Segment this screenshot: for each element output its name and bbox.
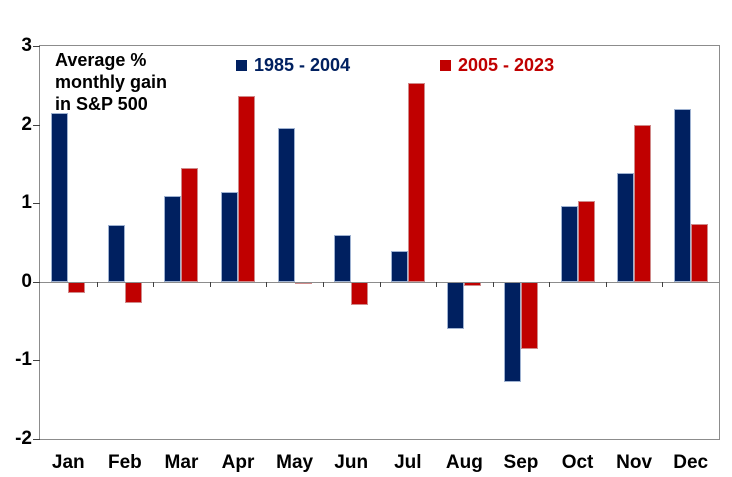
chart-title-line-3: in S&P 500 bbox=[55, 94, 148, 114]
x-axis-label-Dec: Dec bbox=[673, 452, 709, 473]
legend-swatch-2005-2023-icon bbox=[440, 60, 451, 71]
x-tick-mark bbox=[379, 281, 381, 287]
bar-1985-2004-Sep bbox=[503, 281, 521, 383]
legend-label-1985-2004: 1985 - 2004 bbox=[254, 55, 351, 75]
x-axis-label-Sep: Sep bbox=[503, 452, 539, 473]
bar-1985-2004-Mar bbox=[164, 196, 182, 282]
bar-2005-2023-Mar bbox=[181, 167, 199, 282]
y-axis-label--2: -2 bbox=[15, 428, 32, 449]
x-tick-mark bbox=[322, 281, 324, 287]
y-tick-mark bbox=[33, 124, 40, 126]
bar-1985-2004-Feb bbox=[107, 225, 125, 282]
bar-1985-2004-Oct bbox=[560, 206, 578, 282]
bar-1985-2004-Aug bbox=[447, 281, 465, 329]
legend-item-2005-2023: 2005 - 2023 bbox=[440, 55, 554, 76]
bar-2005-2023-Feb bbox=[124, 281, 142, 304]
x-axis-label-Mar: Mar bbox=[164, 452, 199, 473]
x-tick-mark bbox=[266, 281, 268, 287]
y-tick-mark bbox=[33, 46, 40, 47]
x-axis-label-Jun: Jun bbox=[334, 452, 369, 473]
bar-1985-2004-Nov bbox=[617, 173, 635, 282]
x-axis-label-May: May bbox=[276, 452, 314, 473]
x-tick-mark bbox=[153, 281, 155, 287]
x-axis-label-Feb: Feb bbox=[107, 452, 142, 473]
bar-1985-2004-Dec bbox=[673, 108, 691, 282]
x-tick-mark bbox=[662, 281, 664, 287]
bar-2005-2023-Oct bbox=[577, 200, 595, 282]
bar-2005-2023-Apr bbox=[238, 96, 256, 282]
x-tick-mark bbox=[549, 281, 551, 287]
x-tick-mark bbox=[96, 281, 98, 287]
bar-1985-2004-Jun bbox=[334, 234, 352, 282]
x-axis-label-Oct: Oct bbox=[561, 452, 594, 473]
x-tick-mark bbox=[492, 281, 494, 287]
legend-label-2005-2023: 2005 - 2023 bbox=[458, 55, 555, 75]
legend-swatch-1985-2004-icon bbox=[236, 60, 247, 71]
legend-item-1985-2004: 1985 - 2004 bbox=[236, 55, 350, 76]
x-tick-mark bbox=[605, 281, 607, 287]
y-tick-mark bbox=[33, 439, 40, 440]
bar-1985-2004-May bbox=[277, 127, 295, 282]
y-axis-label-3: 3 bbox=[21, 35, 32, 56]
x-axis-label-Nov: Nov bbox=[616, 452, 653, 473]
bar-2005-2023-Sep bbox=[520, 281, 538, 350]
y-tick-mark bbox=[33, 360, 40, 362]
x-tick-mark bbox=[436, 281, 438, 287]
plot-area bbox=[40, 46, 719, 439]
y-axis-label-1: 1 bbox=[21, 192, 32, 214]
x-axis-label-Aug: Aug bbox=[445, 452, 483, 473]
bar-2005-2023-Dec bbox=[690, 223, 708, 282]
bar-2005-2023-Jun bbox=[351, 281, 369, 306]
y-tick-mark bbox=[33, 281, 40, 283]
plot-frame bbox=[39, 45, 720, 440]
x-axis-label-Jan: Jan bbox=[51, 452, 85, 473]
y-axis-label-2: 2 bbox=[21, 113, 32, 135]
x-axis-label-Jul: Jul bbox=[394, 452, 422, 473]
x-tick-mark bbox=[209, 281, 211, 287]
chart-title: Average % monthly gain in S&P 500 bbox=[55, 49, 167, 115]
bar-2005-2023-Nov bbox=[634, 124, 652, 282]
chart-title-line-2: monthly gain bbox=[55, 72, 167, 92]
y-axis-label-0: 0 bbox=[21, 270, 32, 292]
bar-2005-2023-Jan bbox=[68, 281, 86, 293]
y-axis-label--1: -1 bbox=[15, 349, 32, 371]
chart-title-line-1: Average % bbox=[55, 50, 147, 70]
bar-1985-2004-Apr bbox=[221, 192, 239, 282]
bar-1985-2004-Jul bbox=[390, 251, 408, 282]
bar-1985-2004-Jan bbox=[51, 112, 69, 282]
x-axis-label-Apr: Apr bbox=[221, 452, 255, 473]
bar-2005-2023-Jul bbox=[407, 82, 425, 282]
y-tick-mark bbox=[33, 203, 40, 205]
